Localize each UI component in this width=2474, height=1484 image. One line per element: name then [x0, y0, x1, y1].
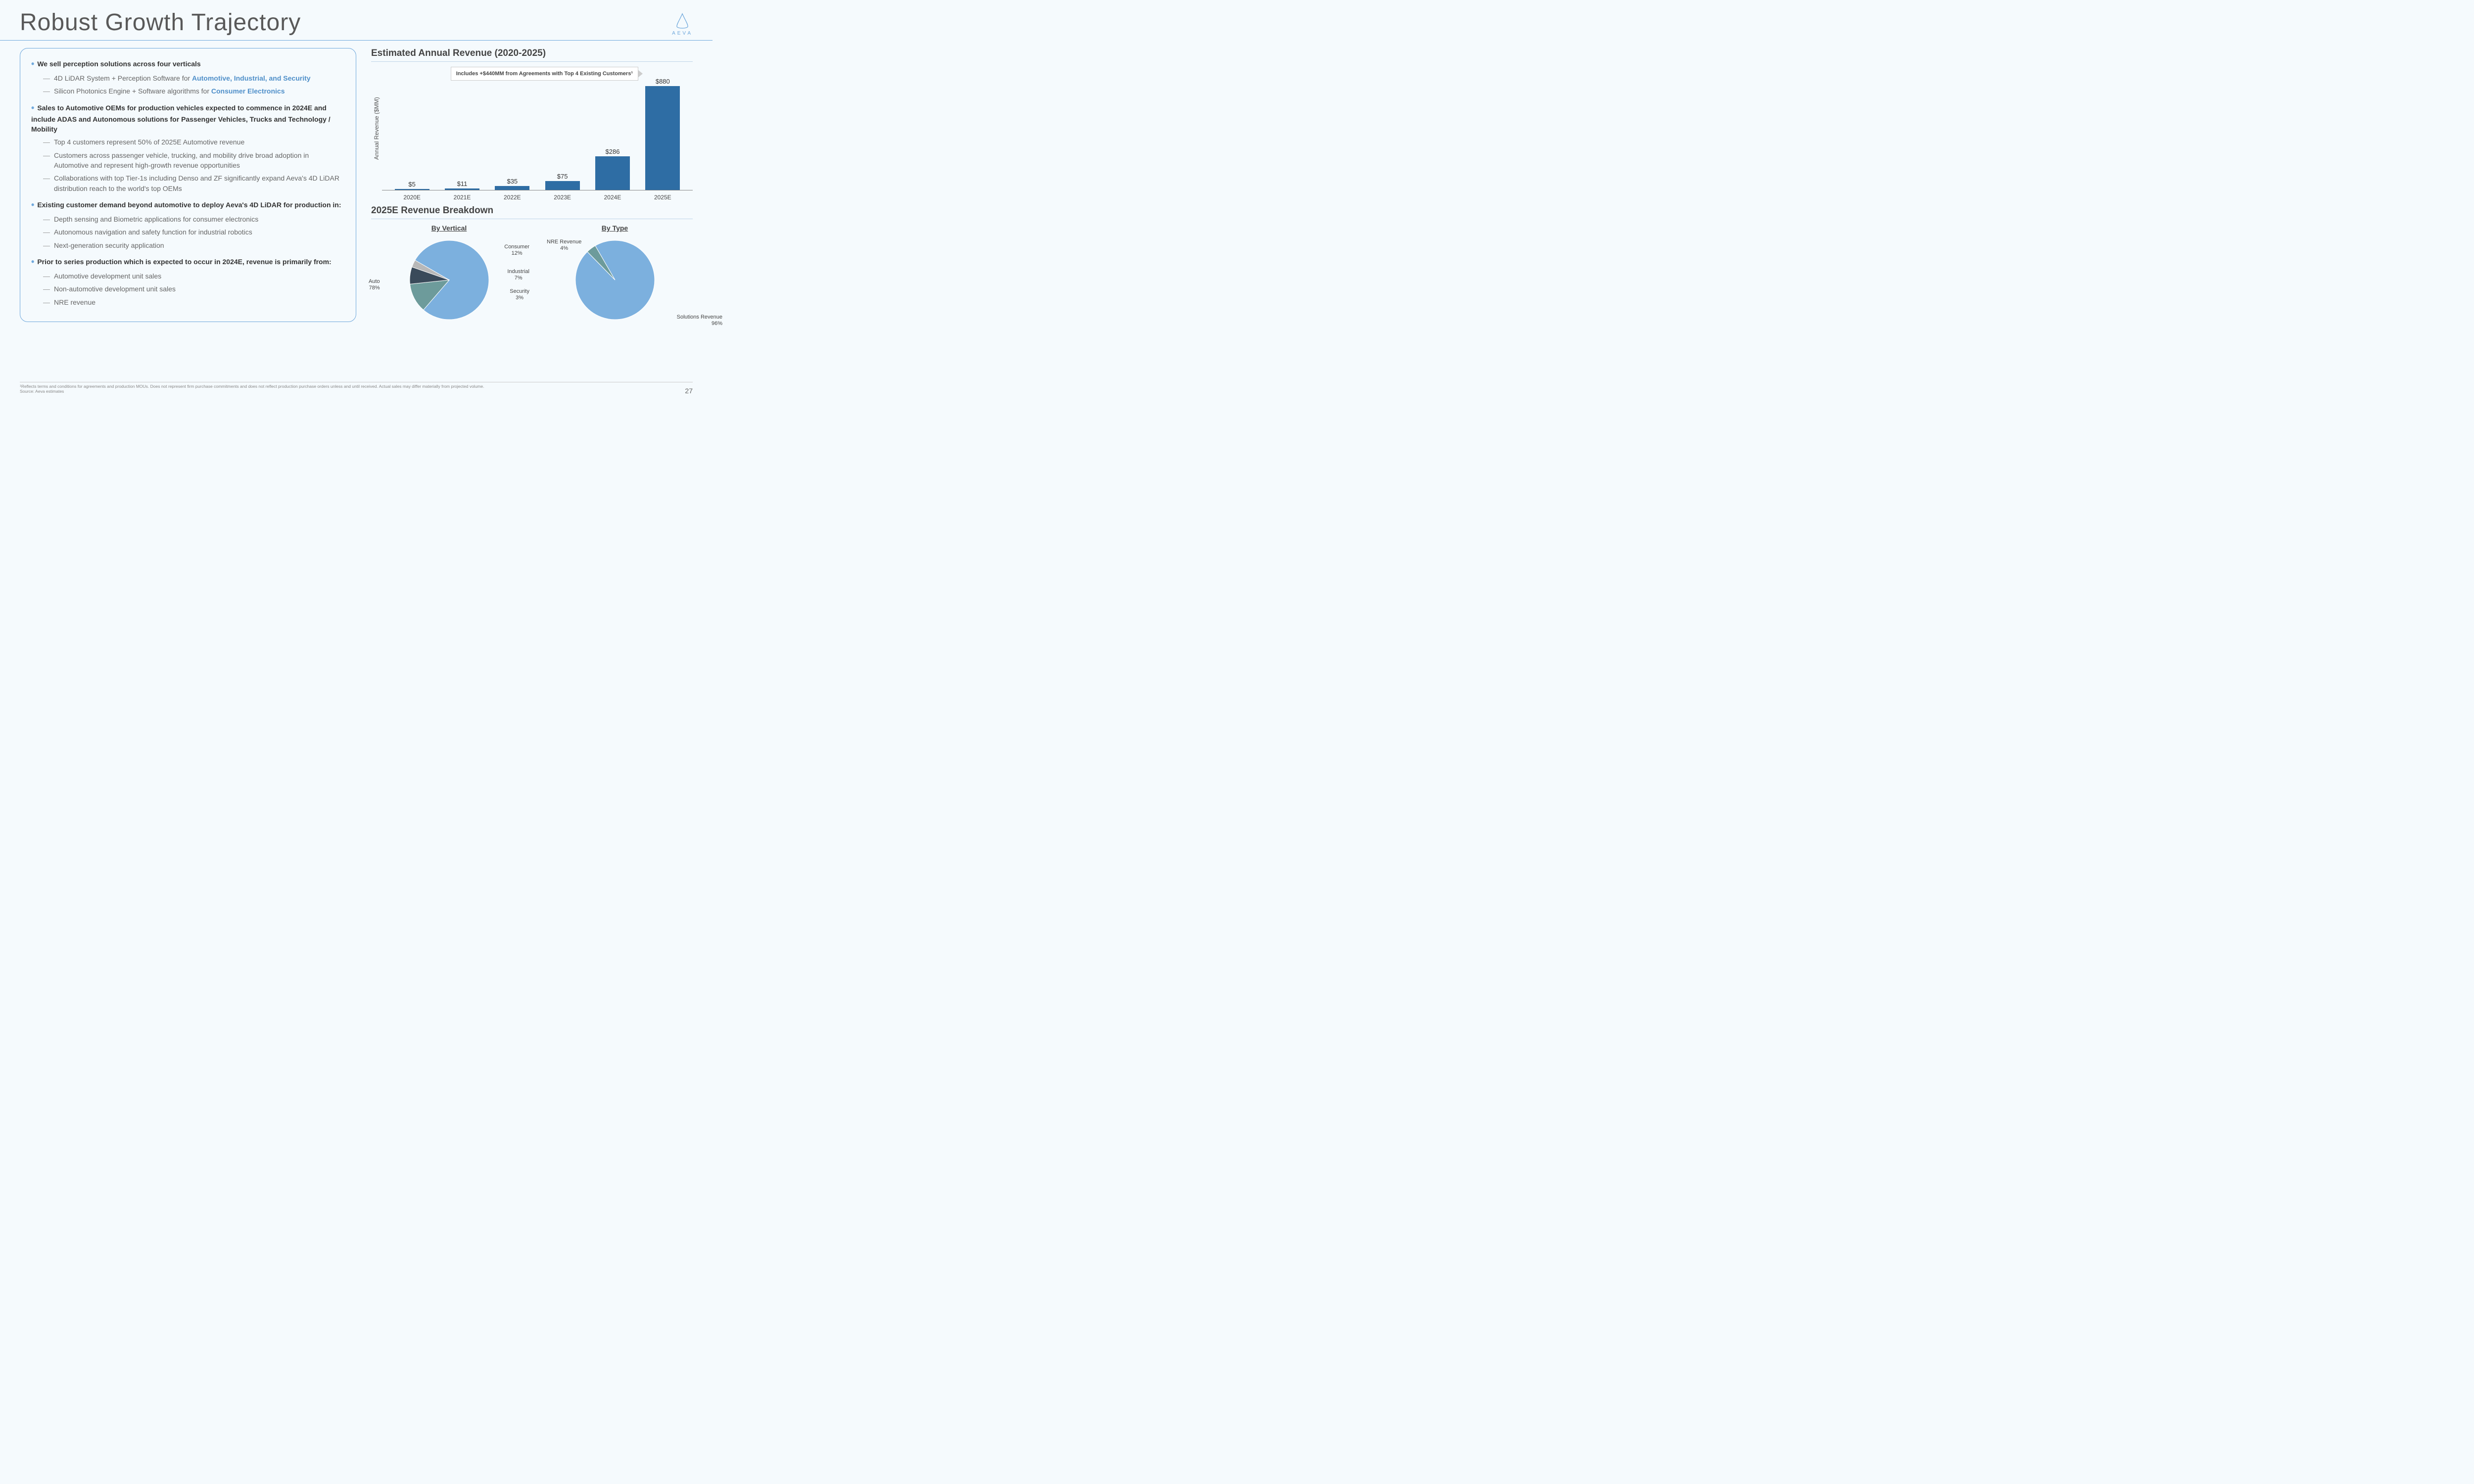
bullet-2: Sales to Automotive OEMs for production … [31, 104, 331, 133]
bullet-3: Existing customer demand beyond automoti… [31, 201, 341, 209]
pie1-svg [407, 238, 491, 322]
bar-chart: Annual Revenue ($MM) Includes +$440MM fr… [371, 67, 693, 190]
page-title: Robust Growth Trajectory [20, 9, 301, 36]
pie-label: Industrial7% [507, 269, 529, 281]
logo-text: AEVA [672, 31, 693, 36]
bar [395, 189, 429, 190]
pie2-title: By Type [537, 224, 693, 232]
bullet-2-sub-3: Collaborations with top Tier-1s includin… [43, 173, 345, 193]
bar-value: $880 [656, 78, 670, 85]
bullet-4-sub-2: Non-automotive development unit sales [43, 284, 345, 294]
bar-value: $286 [606, 148, 620, 155]
bullet-3-sub-2: Autonomous navigation and safety functio… [43, 227, 345, 237]
bar-label: 2023E [537, 194, 587, 201]
breakdown-title: 2025E Revenue Breakdown [371, 205, 693, 219]
bar-group: $752023E [537, 67, 587, 190]
pie-label: Solutions Revenue96% [677, 314, 722, 327]
right-column: Estimated Annual Revenue (2020-2025) Ann… [371, 48, 693, 322]
pie1-title: By Vertical [371, 224, 527, 232]
bullet-4: Prior to series production which is expe… [31, 258, 332, 266]
logo: AEVA [672, 13, 693, 36]
bullet-2-sub-1: Top 4 customers represent 50% of 2025E A… [43, 137, 345, 147]
header: Robust Growth Trajectory AEVA [0, 0, 713, 41]
bar-label: 2021E [437, 194, 487, 201]
bullet-1-sub-2: Silicon Photonics Engine + Software algo… [43, 86, 345, 96]
bar [445, 188, 479, 190]
bar-value: $35 [507, 178, 518, 185]
pie-label: Auto78% [369, 278, 380, 291]
bullet-3-sub-3: Next-generation security application [43, 240, 345, 250]
bar-value: $5 [408, 181, 415, 188]
bar-group: $52020E [387, 67, 437, 190]
pie-label: NRE Revenue4% [547, 239, 581, 252]
bullet-2-sub-2: Customers across passenger vehicle, truc… [43, 150, 345, 171]
bar-group: $112021E [437, 67, 487, 190]
link-consumer: Consumer Electronics [211, 87, 285, 95]
page-number: 27 [685, 387, 693, 395]
pie-label: Consumer12% [504, 244, 529, 257]
pie2-svg [573, 238, 657, 322]
bar [545, 181, 580, 190]
bar-label: 2025E [638, 194, 688, 201]
bullet-1-sub-1: 4D LiDAR System + Perception Software fo… [43, 73, 345, 83]
y-axis-label: Annual Revenue ($MM) [371, 67, 382, 190]
bullet-4-sub-1: Automotive development unit sales [43, 271, 345, 281]
bullet-4-sub-3: NRE revenue [43, 297, 345, 307]
bar-label: 2024E [587, 194, 637, 201]
pie-by-type: By Type NRE Revenue4%Solutions Revenue96… [537, 224, 693, 322]
bar-group: $2862024E [587, 67, 637, 190]
left-text-box: We sell perception solutions across four… [20, 48, 356, 322]
bar-value: $11 [457, 180, 468, 187]
bar [495, 186, 529, 190]
link-auto-ind-sec: Automotive, Industrial, and Security [192, 74, 311, 82]
bar-label: 2022E [487, 194, 537, 201]
bar-value: $75 [557, 173, 568, 180]
bullet-1: We sell perception solutions across four… [31, 60, 201, 68]
bar-group: $352022E [487, 67, 537, 190]
bar-label: 2020E [387, 194, 437, 201]
logo-icon [674, 13, 691, 30]
bar [645, 86, 680, 190]
bar-chart-title: Estimated Annual Revenue (2020-2025) [371, 48, 693, 62]
bullet-3-sub-1: Depth sensing and Biometric applications… [43, 214, 345, 224]
pie-label: Security3% [510, 288, 529, 301]
bar-group: $8802025E [638, 67, 688, 190]
pie-by-vertical: By Vertical Auto78% Consumer12% Industrial… [371, 224, 527, 322]
bar [595, 156, 630, 190]
footnote: ¹Reflects terms and conditions for agree… [20, 382, 693, 394]
